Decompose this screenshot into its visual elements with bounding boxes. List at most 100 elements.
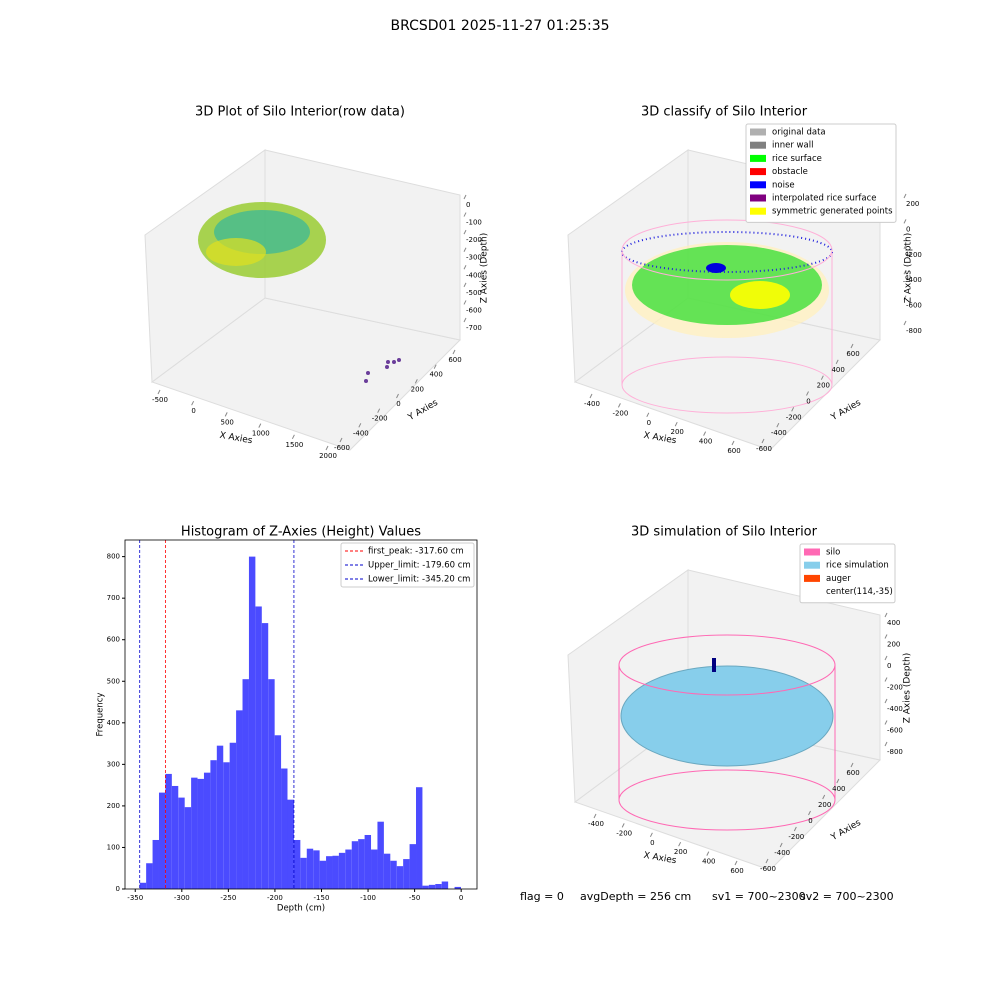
z-axis-label: Z Axies (Depth): [904, 233, 914, 304]
x-tick-label: -150: [314, 894, 330, 902]
y-tick: [850, 343, 854, 349]
legend-label: Upper_limit: -179.60 cm: [368, 561, 471, 571]
bar: [165, 773, 172, 889]
bar: [268, 679, 275, 889]
x-tick-label: 0: [459, 894, 463, 902]
bar: [274, 735, 282, 889]
y-axis-label: Frequency: [96, 693, 106, 737]
auger: [712, 658, 716, 672]
y-tick: [850, 762, 854, 768]
y-tick: [820, 375, 824, 380]
legend-label: first_peak: -317.60 cm: [368, 547, 464, 557]
bar: [236, 710, 243, 889]
x-tick-label: 2000: [319, 452, 337, 460]
x-tick: [678, 841, 682, 847]
bar: [409, 844, 417, 889]
legend-box: [799, 543, 896, 604]
bar: [403, 859, 410, 889]
outlier: [385, 365, 389, 369]
y-tick: [791, 407, 795, 412]
plot-frame: [124, 539, 478, 890]
legend-swatch: [804, 561, 820, 569]
x-tick-label: -200: [612, 409, 628, 417]
z-tick: [903, 320, 907, 326]
legend-label: rice surface: [772, 154, 822, 164]
legend-label: symmetric generated points: [772, 207, 893, 217]
z-tick-label: -300: [466, 254, 482, 262]
x-tick: [646, 412, 650, 418]
x-tick-label: 1500: [285, 441, 303, 449]
x-tick: [649, 832, 653, 838]
bar: [345, 849, 352, 889]
z-tick-label: 0: [906, 225, 910, 233]
bar: [358, 839, 365, 889]
x-tick: [731, 440, 735, 446]
bar: [300, 857, 307, 889]
z-tick: [903, 295, 907, 300]
z-tick: [884, 612, 888, 618]
y-tick-label: -600: [760, 865, 776, 873]
bar: [377, 821, 384, 889]
y-tick-label: 0: [806, 398, 810, 406]
bar: [454, 886, 461, 889]
legend-label: auger: [826, 574, 851, 584]
point-cloud: [730, 281, 790, 309]
axes-title: Histogram of Z-Axies (Height) Values: [181, 525, 421, 540]
bar: [338, 852, 346, 889]
x-tick-label: 500: [221, 418, 234, 426]
y-tick-label: 200: [818, 801, 831, 809]
y-tick-label: 200: [411, 385, 424, 393]
bar: [287, 799, 294, 889]
legend-label: rice simulation: [826, 561, 889, 571]
z-tick: [463, 282, 467, 288]
y-tick: [793, 826, 797, 832]
y-tick: [358, 423, 362, 428]
legend-swatch: [804, 548, 820, 556]
bar: [191, 777, 198, 889]
y-tick-label: 600: [846, 769, 859, 777]
x-tick: [191, 400, 195, 406]
z-tick-label: -400: [466, 271, 482, 279]
axes-title: 3D classify of Silo Interior: [641, 105, 808, 120]
outlier: [386, 360, 390, 364]
x-tick: [589, 393, 593, 399]
x-tick-label: -250: [220, 894, 236, 902]
axes-title: 3D Plot of Silo Interior(row data): [195, 105, 405, 120]
x-tick: [224, 412, 228, 417]
z-tick-label: -200: [466, 236, 482, 244]
y-tick: [836, 778, 840, 784]
x-tick-label: -400: [588, 820, 604, 828]
bar: [396, 866, 404, 889]
y-tick-label: -200: [788, 833, 804, 841]
legend-label: silo: [826, 548, 840, 558]
z-tick: [463, 194, 467, 200]
z-tick-label: -800: [906, 327, 922, 335]
x-tick-label: 1000: [252, 430, 270, 438]
y-tick-label: 500: [107, 677, 120, 685]
legend-swatch: [750, 181, 766, 189]
z-tick: [884, 698, 888, 704]
x-tick-label: -500: [152, 396, 168, 404]
y-tick-label: -200: [372, 415, 388, 423]
x-tick-label: 0: [650, 839, 654, 847]
y-tick-label: 0: [808, 817, 812, 825]
legend-label: inner wall: [772, 141, 813, 151]
x-tick-label: -50: [409, 894, 420, 902]
x-tick: [674, 421, 678, 427]
x-tick-label: 400: [702, 858, 715, 866]
z-tick-label: 400: [887, 619, 900, 627]
z-tick-label: -100: [466, 219, 482, 227]
bar: [326, 856, 333, 889]
y-tick: [776, 422, 780, 428]
legend-swatch: [804, 574, 820, 582]
z-tick-label: -600: [906, 302, 922, 310]
x-tick-label: -300: [174, 894, 190, 902]
bar: [435, 884, 442, 889]
bar: [371, 849, 378, 889]
y-tick-label: -400: [771, 429, 787, 437]
y-tick: [396, 393, 399, 399]
y-tick-label: 200: [107, 802, 120, 810]
z-tick-label: -200: [887, 684, 903, 692]
x-tick: [706, 851, 710, 856]
